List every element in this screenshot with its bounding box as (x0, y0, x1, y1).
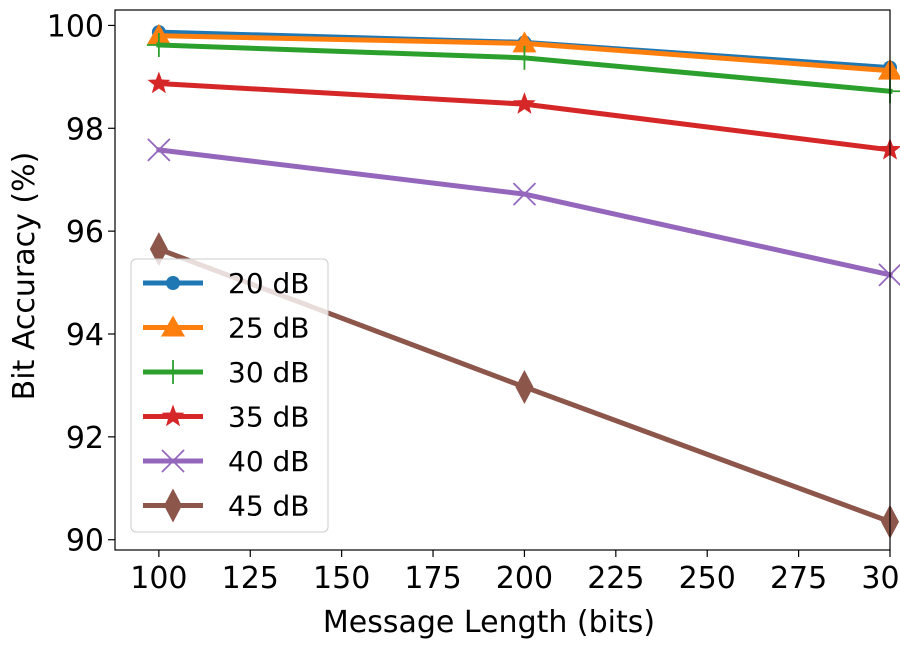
x-axis-label: Message Length (bits) (323, 605, 655, 640)
x-tick-label-2: 150 (313, 561, 370, 596)
y-tick-label-3: 96 (66, 215, 104, 250)
data-point-4-0 (147, 138, 171, 162)
data-point-3-2 (878, 137, 900, 160)
legend-label-3: 35 dB (228, 401, 310, 434)
x-tick-label-4: 200 (496, 561, 553, 596)
data-point-4-1 (512, 182, 537, 206)
legend-label-5: 45 dB (228, 490, 310, 523)
x-tick-label-7: 275 (770, 561, 827, 596)
x-tick-label-1: 125 (222, 561, 279, 596)
data-point-2-1 (512, 45, 537, 70)
y-axis-label: Bit Accuracy (%) (7, 152, 42, 401)
data-point-5-0 (149, 232, 168, 267)
legend: 20 dB 25 dB 30 dB 35 dB 40 dB 45 dB (130, 258, 329, 533)
data-point-1-1 (512, 31, 537, 53)
plot-frame (114, 9, 891, 551)
data-point-4-1-b (512, 182, 537, 206)
x-tick-label-6: 250 (679, 561, 736, 596)
data-point-3-1 (513, 92, 536, 114)
legend-entry-0: 20 dB (143, 267, 310, 300)
legend-marker-3 (161, 404, 185, 427)
legend-entry-5: 45 dB (143, 488, 310, 523)
data-point-4-0-b (147, 138, 171, 162)
legend-entry-2: 30 dB (143, 356, 310, 389)
x-tick-label-0: 100 (130, 561, 187, 596)
legend-label-4: 40 dB (228, 445, 310, 478)
legend-marker-1 (161, 315, 185, 337)
y-tick-label-5: 100 (47, 9, 104, 44)
x-tick-label-3: 175 (404, 561, 461, 596)
legend-label-2: 30 dB (228, 356, 310, 389)
y-tick-label-0: 90 (66, 524, 104, 559)
series-3 (147, 71, 900, 160)
series-4 (147, 138, 900, 287)
data-point-5-1 (515, 369, 534, 404)
legend-marker-0 (166, 276, 180, 290)
series-1 (146, 23, 900, 80)
legend-marker-4-b (161, 449, 185, 473)
data-point-2-0 (146, 32, 171, 57)
legend-entry-4: 40 dB (143, 445, 310, 478)
legend-marker-4 (161, 449, 185, 473)
x-tick-label-8: 300 (861, 561, 900, 596)
legend-label-1: 25 dB (228, 312, 310, 345)
legend-entry-1: 25 dB (143, 312, 310, 345)
legend-marker-5 (164, 488, 182, 523)
data-point-1-2 (878, 58, 900, 80)
y-tick-label-4: 98 (66, 112, 104, 147)
series-line-4 (156, 147, 893, 278)
legend-entry-3: 35 dB (143, 401, 310, 434)
axes-layer: 100 125 150 175 200 225 250 275 300 90 92 94 96 98 100 (47, 9, 900, 596)
data-point-3-0 (147, 71, 171, 94)
legend-marker-2 (161, 360, 185, 384)
legend-label-0: 20 dB (228, 267, 310, 300)
y-tick-label-2: 94 (66, 318, 104, 353)
y-tick-label-1: 92 (66, 421, 104, 456)
x-tick-label-5: 225 (587, 561, 644, 596)
data-point-2-2 (878, 79, 900, 104)
